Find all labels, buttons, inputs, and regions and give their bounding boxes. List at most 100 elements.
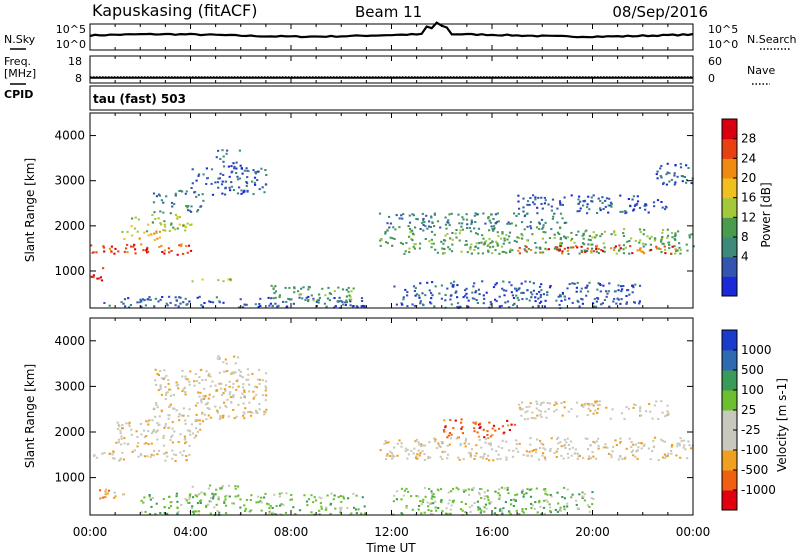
data-cell	[575, 234, 578, 236]
data-cell	[529, 495, 533, 498]
data-cell	[535, 487, 538, 490]
data-cell	[433, 213, 436, 216]
data-cell	[511, 294, 514, 297]
data-cell	[440, 284, 443, 287]
data-cell	[321, 287, 324, 290]
data-cell	[540, 442, 543, 445]
data-cell	[671, 245, 674, 248]
data-cell	[427, 509, 430, 511]
data-cell	[577, 202, 580, 205]
data-cell	[195, 404, 198, 407]
data-cell	[383, 442, 386, 445]
data-cell	[537, 297, 540, 300]
data-cell	[391, 244, 394, 247]
data-cell	[630, 451, 633, 454]
data-cell	[515, 240, 518, 243]
data-cell	[556, 221, 559, 224]
data-cell	[463, 490, 466, 493]
data-cell	[532, 194, 535, 197]
data-cell	[600, 233, 604, 236]
data-cell	[265, 502, 269, 505]
data-cell	[582, 405, 585, 408]
data-cell	[638, 241, 641, 244]
data-cell	[205, 183, 208, 185]
data-cell	[491, 240, 494, 243]
data-cell	[521, 508, 524, 510]
data-cell	[131, 234, 134, 237]
data-cell	[417, 449, 420, 452]
data-cell	[171, 449, 174, 452]
colorbar-frame	[721, 329, 738, 511]
data-cell	[145, 248, 149, 251]
data-cell	[225, 362, 228, 365]
data-cell	[560, 445, 563, 448]
data-cell	[299, 293, 302, 296]
data-cell	[196, 430, 199, 433]
data-cell	[503, 487, 506, 490]
data-cell	[398, 226, 401, 229]
data-cell	[379, 244, 382, 247]
data-cell	[473, 430, 476, 433]
colorbar-tick-label: 4	[741, 250, 749, 264]
data-cell	[185, 190, 188, 193]
data-cell	[546, 500, 549, 503]
data-cell	[528, 299, 531, 302]
data-cell	[327, 286, 330, 289]
data-cell	[248, 401, 251, 404]
data-cell	[184, 377, 187, 380]
data-cell	[154, 368, 157, 371]
data-cell	[222, 361, 225, 364]
data-cell	[101, 452, 104, 455]
data-cell	[186, 222, 189, 225]
data-cell	[483, 510, 486, 513]
data-cell	[583, 499, 586, 502]
data-cell	[520, 414, 523, 417]
data-cell	[590, 251, 593, 254]
data-cell	[497, 220, 500, 223]
data-cell	[273, 292, 276, 295]
data-cell	[175, 492, 178, 495]
data-cell	[460, 501, 463, 503]
data-cell	[158, 423, 161, 426]
data-cell	[501, 512, 504, 515]
data-cell	[187, 205, 190, 208]
data-cell	[317, 301, 320, 304]
data-cell	[664, 205, 667, 208]
data-cell	[428, 441, 431, 444]
data-cell	[607, 211, 610, 214]
data-cell	[468, 226, 471, 229]
data-cell	[188, 300, 191, 303]
data-cell	[469, 248, 472, 251]
data-cell	[171, 434, 174, 437]
data-cell	[515, 439, 518, 442]
data-cell	[169, 505, 173, 508]
data-cell	[534, 242, 537, 244]
data-cell	[473, 227, 476, 230]
data-cell	[263, 496, 266, 499]
data-cell	[469, 455, 472, 458]
data-cell	[406, 305, 409, 308]
colorbar-tick-label: 20	[741, 171, 756, 185]
noise-search-label: N.Search	[747, 33, 797, 46]
data-cell	[398, 439, 401, 442]
data-cell	[231, 502, 234, 505]
data-cell	[529, 197, 532, 199]
data-cell	[464, 503, 467, 505]
data-cell	[486, 244, 489, 247]
data-cell	[540, 283, 543, 286]
data-cell	[144, 510, 147, 513]
data-cell	[188, 444, 191, 447]
data-cell	[197, 193, 200, 196]
data-cell	[122, 458, 125, 461]
data-cell	[341, 301, 344, 303]
data-cell	[259, 500, 262, 503]
data-cell	[555, 402, 558, 405]
data-cell	[195, 380, 199, 383]
data-cell	[176, 217, 179, 220]
data-cell	[491, 434, 494, 437]
data-cell	[517, 200, 520, 203]
data-cell	[184, 498, 187, 500]
data-cell	[494, 429, 497, 432]
data-cell	[568, 297, 571, 300]
data-cell	[198, 295, 201, 298]
